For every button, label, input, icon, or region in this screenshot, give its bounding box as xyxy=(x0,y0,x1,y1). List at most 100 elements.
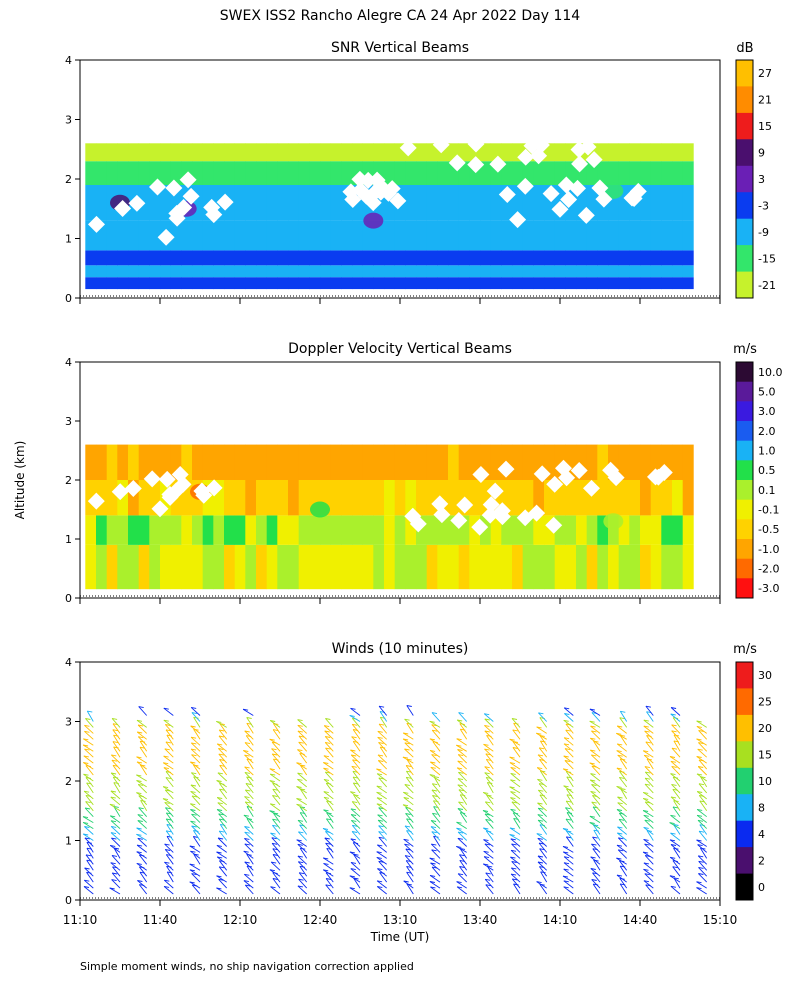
wind-barb-flag xyxy=(672,866,678,869)
wind-barb xyxy=(191,795,201,806)
heatmap-cell xyxy=(309,480,321,516)
wind-barb-flag xyxy=(297,855,303,858)
heatmap-cell xyxy=(330,184,342,221)
colorbar-swatch xyxy=(736,401,753,422)
wind-barb-flag xyxy=(377,754,384,757)
heatmap-cell xyxy=(277,444,289,480)
wind-barb-flag xyxy=(456,744,462,747)
wind-barb-flag xyxy=(563,880,569,883)
colorbar-swatch xyxy=(736,558,753,579)
wind-barb-flag xyxy=(191,873,197,876)
wind-barb xyxy=(297,719,307,728)
wind-barb xyxy=(191,712,201,722)
data-gap xyxy=(165,179,183,197)
wind-barb-flag xyxy=(643,719,649,722)
heatmap-cell xyxy=(480,515,491,545)
heatmap-cell xyxy=(149,444,161,480)
data-gap xyxy=(179,171,197,189)
heatmap-cell xyxy=(149,544,161,590)
heatmap-cell xyxy=(277,220,289,251)
wind-barb-flag xyxy=(109,887,115,890)
wind-barb xyxy=(352,782,361,794)
plot-frame xyxy=(79,661,721,901)
wind-barb-flag xyxy=(164,885,170,888)
wind-barb-flag xyxy=(376,803,382,806)
wind-barb xyxy=(590,868,601,877)
wind-barb xyxy=(299,812,308,823)
wind-barb-flag xyxy=(537,754,544,757)
wind-barb-flag xyxy=(643,814,649,817)
wind-barb xyxy=(351,831,361,841)
wind-barb xyxy=(406,705,414,716)
wind-barb-flag xyxy=(216,887,222,890)
data-gap xyxy=(128,194,146,212)
heatmap-cell xyxy=(320,161,331,185)
wind-barb xyxy=(216,780,227,788)
wind-barb xyxy=(112,866,121,877)
wind-barb xyxy=(136,756,147,764)
colorbar-label: 25 xyxy=(758,696,772,709)
wind-barb-flag xyxy=(539,747,545,750)
wind-barb-flag xyxy=(243,750,249,752)
wind-barb xyxy=(166,836,174,847)
heatmap-cell xyxy=(245,143,257,162)
wind-barb xyxy=(512,741,521,752)
wind-barb-flag xyxy=(323,778,330,781)
heatmap-cell xyxy=(586,220,598,251)
heatmap-cell xyxy=(650,250,662,266)
wind-barb xyxy=(617,796,627,806)
heatmap-cell xyxy=(277,515,289,545)
heatmap-cell xyxy=(330,480,342,516)
wind-barb-flag xyxy=(271,748,277,751)
wind-barb xyxy=(431,754,441,764)
wind-barb-flag xyxy=(216,851,222,854)
wind-barb xyxy=(670,844,681,853)
wind-barb xyxy=(429,750,441,758)
heatmap-cell xyxy=(352,220,363,251)
wind-barb xyxy=(537,814,548,823)
wind-barb xyxy=(139,740,148,752)
heatmap-cell xyxy=(608,143,619,162)
wind-barb xyxy=(485,830,494,841)
data-gap xyxy=(161,486,179,503)
wind-barb-flag xyxy=(138,736,144,739)
heatmap-cell xyxy=(170,143,182,162)
wind-barb-flag xyxy=(377,736,383,739)
heatmap-cell xyxy=(565,161,577,185)
wind-barb xyxy=(429,774,441,782)
wind-barb xyxy=(700,847,708,859)
heatmap-cell xyxy=(138,220,150,251)
wind-barb xyxy=(164,879,174,889)
wind-barb xyxy=(298,831,308,841)
heatmap-cell xyxy=(160,515,171,545)
wind-barb xyxy=(563,862,574,871)
wind-barb-flag xyxy=(164,843,170,846)
heatmap-cell xyxy=(256,250,267,266)
wind-barb-flag xyxy=(136,862,142,865)
heatmap-cell xyxy=(288,444,299,480)
heatmap-cell xyxy=(138,544,150,590)
wind-barb-flag xyxy=(110,820,117,823)
heatmap-cell xyxy=(426,544,438,590)
heatmap-cell xyxy=(138,265,150,278)
wind-barb xyxy=(217,772,228,782)
wind-barb xyxy=(377,868,387,877)
wind-barb xyxy=(138,706,148,716)
wind-barb xyxy=(510,791,521,800)
x-tick-label: 15:10 xyxy=(703,913,738,927)
y-tick-label: 0 xyxy=(65,592,72,605)
data-gap xyxy=(570,462,588,479)
wind-barb xyxy=(323,755,334,764)
wind-barb-flag xyxy=(432,783,438,786)
wind-barb-flag xyxy=(645,777,651,780)
x-tick-label: 12:40 xyxy=(303,913,338,927)
heatmap-cell xyxy=(384,184,395,221)
data-gap xyxy=(542,185,560,203)
wind-barb xyxy=(246,758,254,770)
wind-barb xyxy=(509,834,521,841)
heatmap-cell xyxy=(96,277,107,290)
wind-barb xyxy=(166,734,174,746)
heatmap-cell xyxy=(650,143,662,162)
wind-barb-flag xyxy=(244,831,250,834)
wind-barb xyxy=(619,717,628,728)
